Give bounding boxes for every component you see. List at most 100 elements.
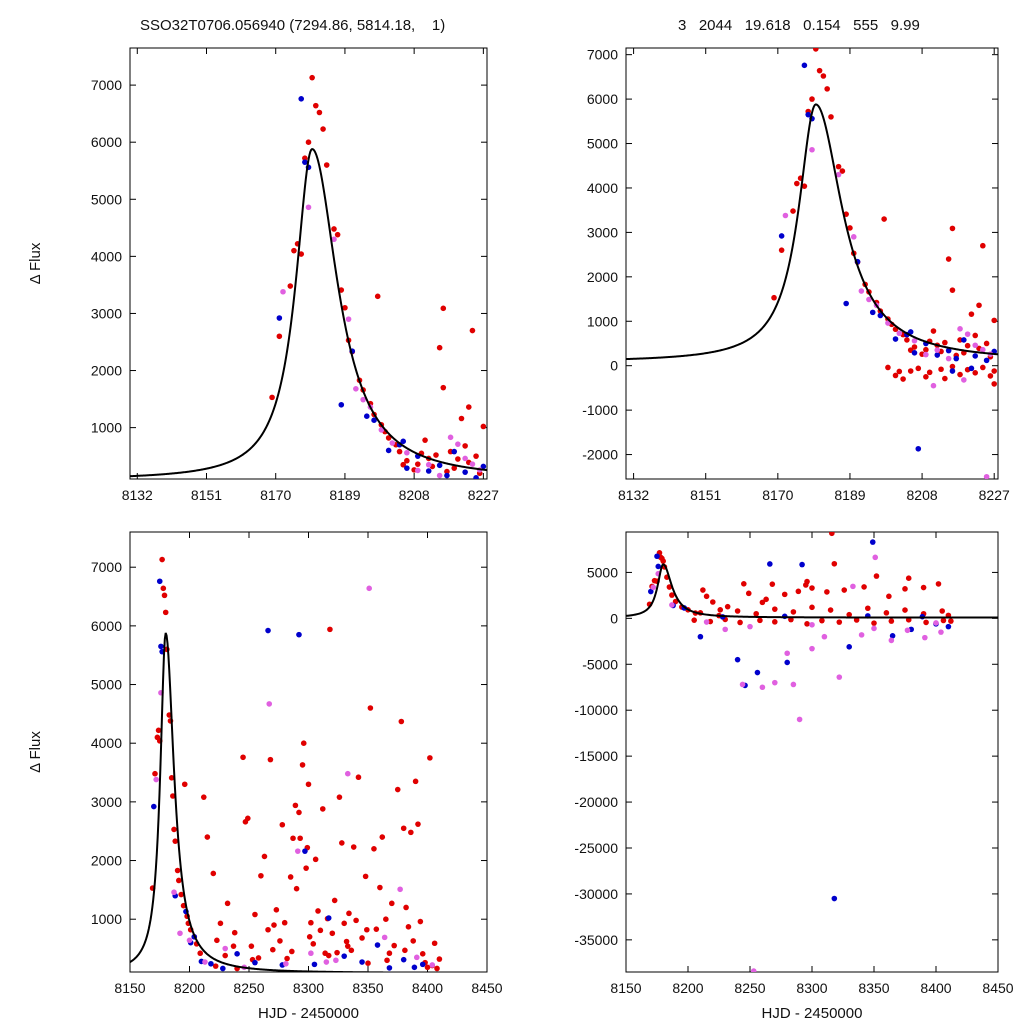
data-point-red [835,163,842,170]
data-point-red [197,950,204,957]
data-point-red [303,865,309,871]
data-point-red [289,948,295,955]
y-axis-label: Δ Flux [27,242,44,284]
data-point-violet [796,716,803,723]
data-point-red [287,874,294,880]
data-point-blue [386,965,393,971]
series-red [269,74,487,477]
data-point-red [161,592,168,599]
data-point-violet [344,770,351,777]
data-point-blue [234,951,240,957]
fit-curve [626,103,998,361]
data-point-red [398,718,405,725]
data-point-violet [933,620,939,626]
data-point-red [383,916,389,922]
x-tick-label: 8250 [233,980,264,996]
data-point-blue [945,623,952,630]
data-point-violet [280,288,286,295]
data-point-red [159,556,165,563]
data-point-red [915,365,922,372]
data-point-red [299,762,306,768]
data-point-blue [338,401,345,408]
data-point-blue [311,961,318,968]
data-point-red [824,86,830,92]
data-point-blue [648,588,654,595]
data-point-red [660,558,666,564]
data-point-blue [911,350,918,356]
data-point-violet [772,679,778,686]
data-point-violet [414,467,421,474]
data-point-red [465,404,472,410]
data-point-red [210,870,217,877]
data-point-red [434,965,440,972]
data-point-red [306,934,313,940]
data-point-red [323,162,330,168]
data-point-red [907,368,914,374]
data-point-red [427,755,433,761]
data-point-blue [953,355,960,362]
data-point-violet [283,960,289,967]
data-point-violet [866,296,872,303]
data-point-red [991,381,998,387]
data-point-red [812,48,819,52]
data-point-red [310,941,317,947]
data-point-blue [961,337,967,343]
data-point-red [972,370,979,376]
data-point-violet [872,554,879,561]
data-point-blue [915,445,922,452]
data-point-blue [151,803,157,810]
data-point-red [945,256,952,262]
data-point-violet [331,236,337,243]
data-point-violet [153,776,159,783]
header-right: 3 2044 19.618 0.154 555 9.99 [678,17,920,34]
data-point-red [230,943,237,949]
data-point-violet [202,959,208,965]
data-point-red [763,596,769,603]
data-point-red [865,605,871,612]
data-point-blue [907,329,914,335]
plot-area [130,556,487,972]
series-violet [280,204,483,479]
y-tick-label: -2000 [582,447,618,463]
data-point-red [389,900,395,907]
data-point-violet [972,342,979,349]
data-point-red [836,619,843,625]
data-point-red [935,581,942,587]
data-point-red [181,781,188,788]
data-point-red [171,826,177,833]
data-point-red [778,247,785,253]
data-point-violet [911,338,918,344]
data-point-red [384,957,390,964]
data-point-violet [888,637,895,644]
data-point-red [759,599,766,606]
data-point-red [309,74,315,81]
data-point-red [400,825,407,832]
data-point-violet [790,681,797,688]
data-point-red [362,873,369,880]
data-point-blue [400,438,407,445]
data-point-red [281,919,288,926]
data-point-red [152,770,158,777]
data-point-red [258,872,264,879]
fit-curve [130,147,487,478]
data-point-blue [404,465,410,471]
data-point-red [949,225,956,232]
data-point-blue [831,895,838,902]
plot-area [626,48,998,479]
data-point-red [367,705,374,711]
data-point-red [405,924,412,930]
data-point-violet [938,629,944,635]
data-point-blue [801,62,808,69]
data-point-blue [869,539,876,545]
data-point-red [273,907,280,913]
data-point-red [305,139,312,145]
data-point-blue [220,965,226,972]
data-point-red [841,587,848,593]
x-tick-label: 8350 [352,980,383,996]
data-point-red [757,617,763,624]
data-point-violet [360,396,366,403]
data-point-blue [462,469,468,475]
y-tick-label: 5000 [91,677,122,693]
data-point-red [292,802,299,809]
series-blue [151,578,426,972]
